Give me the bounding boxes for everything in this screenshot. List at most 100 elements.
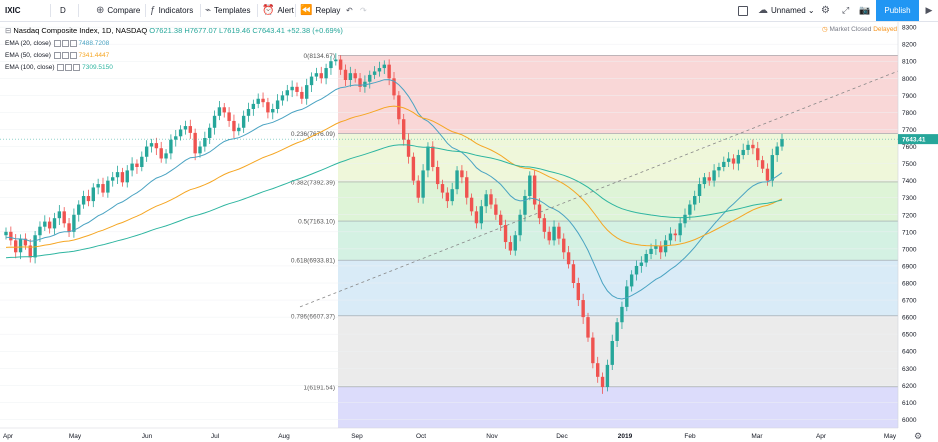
price-tick-label: 6700 xyxy=(902,298,917,305)
layout-square-icon[interactable] xyxy=(738,0,748,21)
fib-level-label: 0.786(6607.37) xyxy=(291,313,335,320)
symbol-search[interactable]: IXIC xyxy=(5,6,21,15)
candle-body xyxy=(280,95,285,101)
candle-body xyxy=(756,148,760,161)
candle-body xyxy=(67,223,71,232)
candle-body xyxy=(178,129,183,137)
candle-body xyxy=(154,143,159,149)
compare-button[interactable]: ⊕ Compare xyxy=(96,0,140,21)
ema-50-legend[interactable]: EMA (50, close) 7341.4447 xyxy=(5,52,109,59)
candle-body xyxy=(600,376,605,388)
chevron-down-icon: ⌄ xyxy=(807,6,815,15)
candle-body xyxy=(227,112,231,121)
price-tick-label: 7100 xyxy=(902,229,917,236)
ema-line xyxy=(5,79,783,300)
candle-body xyxy=(620,306,624,323)
candle-body xyxy=(765,168,770,181)
candle-body xyxy=(649,248,653,254)
candle-body xyxy=(363,81,367,87)
interval-button[interactable]: D xyxy=(60,6,66,15)
candle-body xyxy=(576,283,580,301)
eye-icon[interactable] xyxy=(53,52,61,59)
candle-body xyxy=(314,73,319,77)
candle-body xyxy=(164,153,168,159)
settings-icon[interactable] xyxy=(61,52,69,59)
play-icon[interactable]: ▶ xyxy=(925,5,933,15)
candle-body xyxy=(397,95,401,120)
cloud-layout-button[interactable]: ☁ Unnamed ⌄ xyxy=(758,0,815,21)
candle-body xyxy=(537,204,542,219)
ema-20-legend[interactable]: EMA (20, close) 7488.7208 xyxy=(5,40,109,47)
price-chart[interactable]: 0(8134.67) 0.236(7676.09) 0.382(7392.39) 0.… xyxy=(0,22,938,442)
price-tick-label: 7900 xyxy=(902,93,917,100)
price-tick-label: 7800 xyxy=(902,110,917,117)
indicators-button[interactable]: ƒ Indicators xyxy=(150,0,193,21)
candle-body xyxy=(712,170,716,181)
candle-body xyxy=(726,158,731,162)
layout-name: Unnamed xyxy=(771,6,806,15)
candle-body xyxy=(693,196,697,205)
divider xyxy=(257,4,258,17)
fib-level-label: 0.382(7392.39) xyxy=(291,179,335,186)
fullscreen-icon[interactable]: ⤢ xyxy=(842,5,850,15)
fib-zone xyxy=(338,221,898,261)
ema-label: EMA (100, close) xyxy=(5,64,55,72)
candle-body xyxy=(707,177,711,181)
ema-100-legend[interactable]: EMA (100, close) 7309.5150 xyxy=(5,64,113,71)
candle-body xyxy=(668,233,673,241)
candle-body xyxy=(557,226,561,239)
redo-icon[interactable]: ↷ xyxy=(360,6,367,15)
close-icon[interactable] xyxy=(73,64,81,71)
time-tick-label: Aug xyxy=(278,433,290,440)
fib-zone xyxy=(338,260,898,316)
candle-body xyxy=(18,238,23,253)
candle-body xyxy=(629,274,634,287)
gear-icon[interactable]: ⚙ xyxy=(821,5,830,16)
indicators-label: Indicators xyxy=(158,6,194,15)
axis-settings-icon: ⚙ xyxy=(914,432,922,442)
templates-button[interactable]: ⌁ Templates xyxy=(205,0,251,21)
publish-button[interactable]: Publish xyxy=(876,0,919,21)
candle-body xyxy=(775,146,779,156)
replay-button[interactable]: ⏪ Replay xyxy=(300,0,340,21)
candle-body xyxy=(208,127,212,138)
eye-icon[interactable] xyxy=(57,64,65,71)
current-price-label: 7643.41 xyxy=(902,137,926,144)
candle-body xyxy=(23,238,28,246)
candle-body xyxy=(659,245,663,253)
candle-body xyxy=(241,115,246,128)
templates-icon: ⌁ xyxy=(205,5,212,16)
candle-body xyxy=(38,226,42,236)
candle-body xyxy=(460,170,464,178)
candle-body xyxy=(455,170,459,190)
candle-body xyxy=(736,155,741,164)
candle-body xyxy=(596,363,600,377)
fib-zone xyxy=(338,55,898,134)
close-icon[interactable] xyxy=(69,52,77,59)
candle-body xyxy=(634,265,639,275)
candle-body xyxy=(610,341,614,365)
camera-icon[interactable]: 📷 xyxy=(859,5,871,15)
indicators-icon: ƒ xyxy=(150,5,156,16)
candle-body xyxy=(217,107,222,116)
candle-body xyxy=(338,59,343,70)
price-tick-label: 7500 xyxy=(902,161,917,168)
close-icon[interactable] xyxy=(69,40,77,47)
undo-icon[interactable]: ↶ xyxy=(346,6,353,15)
candle-body xyxy=(135,163,139,167)
candle-body xyxy=(402,119,406,140)
alert-button[interactable]: ⏰ Alert xyxy=(262,0,294,21)
candle-body xyxy=(14,240,18,253)
candle-body xyxy=(169,139,173,154)
eye-icon[interactable] xyxy=(53,40,61,47)
candle-body xyxy=(271,109,275,113)
settings-icon[interactable] xyxy=(65,64,73,71)
collapse-icon[interactable]: ⊟ xyxy=(5,26,12,35)
ema-label: EMA (50, close) xyxy=(5,52,51,60)
ohlc-legend: ⊟ Nasdaq Composite Index, 1D, NASDAQ O76… xyxy=(5,26,343,35)
candle-body xyxy=(377,68,382,72)
price-tick-label: 7400 xyxy=(902,178,917,185)
ema-value: 7309.5150 xyxy=(82,64,113,72)
time-tick-label: Sep xyxy=(351,433,363,440)
settings-icon[interactable] xyxy=(61,40,69,47)
